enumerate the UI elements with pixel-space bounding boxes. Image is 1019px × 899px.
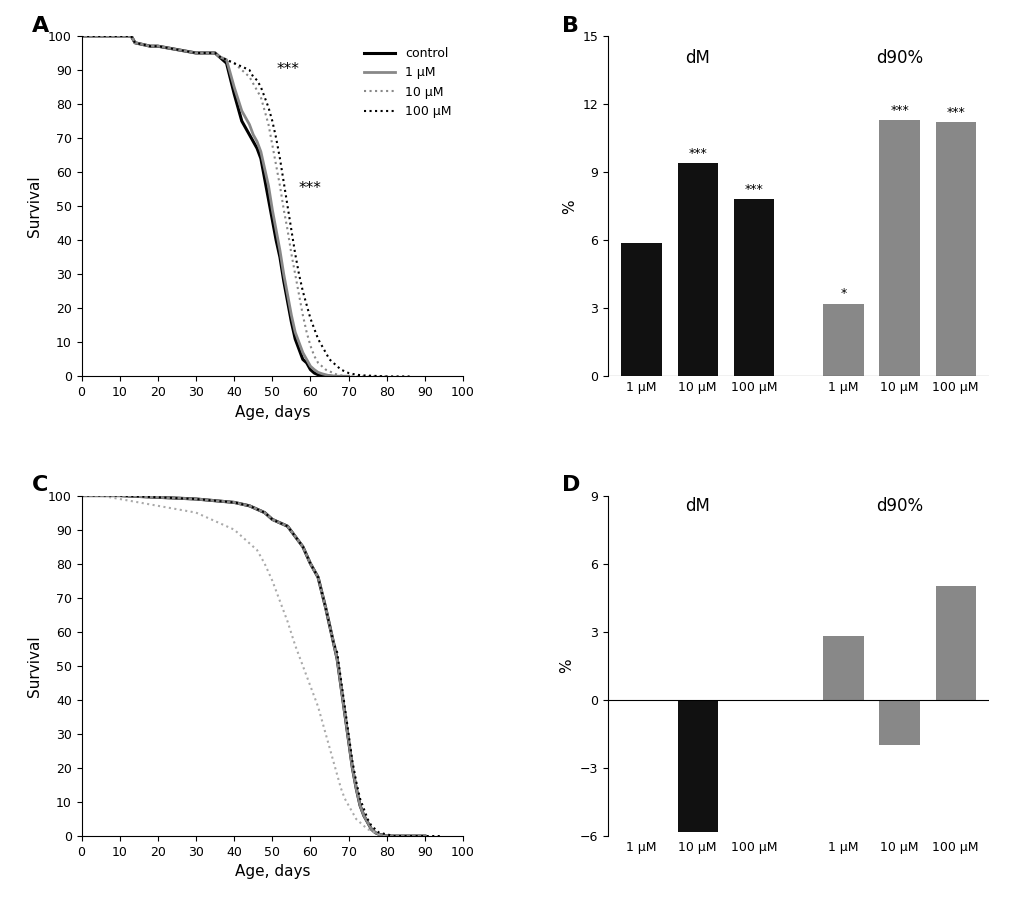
Text: ***: *** (276, 62, 299, 76)
Text: B: B (561, 15, 579, 36)
Text: ***: *** (688, 147, 706, 160)
Text: ***: *** (744, 183, 762, 196)
Bar (934, 122, 975, 377)
X-axis label: Age, days: Age, days (234, 405, 310, 420)
Bar (822, 304, 863, 377)
Text: d90%: d90% (875, 497, 922, 515)
Text: dM: dM (685, 49, 709, 67)
Text: *: * (840, 288, 846, 300)
Bar (878, 120, 919, 377)
Y-axis label: Survival: Survival (28, 635, 43, 697)
Bar (733, 200, 773, 377)
Y-axis label: %: % (558, 659, 574, 673)
Bar (822, 636, 863, 700)
Text: D: D (561, 476, 580, 495)
Y-axis label: Survival: Survival (28, 175, 43, 237)
Text: C: C (32, 476, 48, 495)
Text: d90%: d90% (875, 49, 922, 67)
Bar (677, 163, 717, 377)
Bar (621, 243, 661, 377)
Bar (677, 700, 717, 832)
Text: dM: dM (685, 497, 709, 515)
Text: ***: *** (299, 181, 322, 196)
Y-axis label: %: % (561, 199, 577, 213)
Text: ***: *** (890, 103, 908, 117)
Text: ***: *** (946, 106, 964, 119)
Bar (934, 586, 975, 700)
X-axis label: Age, days: Age, days (234, 864, 310, 879)
Bar (878, 700, 919, 745)
Legend: control, 1 μM, 10 μM, 100 μM: control, 1 μM, 10 μM, 100 μM (359, 42, 457, 123)
Text: A: A (32, 15, 49, 36)
